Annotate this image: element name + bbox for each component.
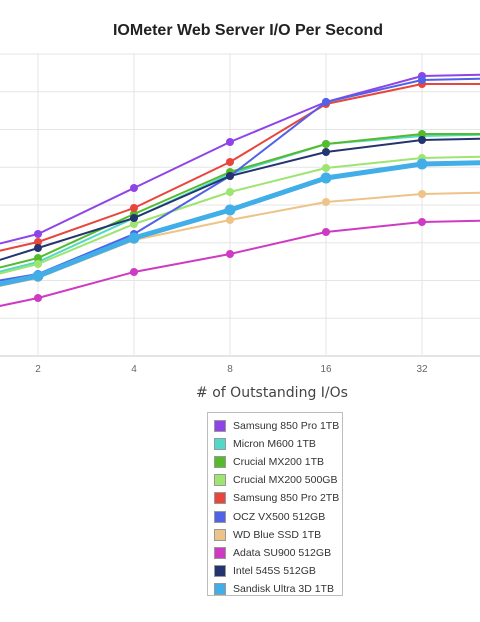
- x-tick-label: 8: [227, 364, 233, 375]
- chart-title: IOMeter Web Server I/O Per Second: [113, 22, 383, 39]
- x-tick-label: 4: [131, 364, 137, 375]
- legend-label: Adata SU900 512GB: [233, 546, 332, 559]
- data-point: [322, 98, 330, 106]
- x-tick-label: 2: [35, 364, 41, 375]
- data-point: [226, 138, 234, 146]
- data-point: [322, 148, 330, 156]
- legend-label: Crucial MX200 500GB: [233, 474, 338, 487]
- legend-item[interactable]: Samsung 850 Pro 1TB: [214, 417, 342, 435]
- x-axis-label: # of Outstanding I/Os: [196, 385, 348, 401]
- legend-label: OCZ VX500 512GB: [233, 510, 326, 523]
- data-point: [224, 204, 236, 216]
- data-point: [34, 238, 42, 246]
- data-point: [416, 158, 428, 170]
- data-point: [34, 260, 42, 268]
- data-point: [322, 140, 330, 148]
- legend-label: Micron M600 1TB: [233, 438, 316, 451]
- data-point: [34, 244, 42, 252]
- data-point: [130, 268, 138, 276]
- data-point: [34, 294, 42, 302]
- legend-swatch: [214, 546, 226, 559]
- series-crucial-mx200-500gb: [0, 154, 480, 275]
- series-layer: [0, 72, 480, 307]
- legend-swatch: [214, 492, 226, 505]
- data-point: [226, 158, 234, 166]
- legend-label: Crucial MX200 1TB: [233, 456, 325, 469]
- legend-label: Samsung 850 Pro 2TB: [233, 492, 340, 505]
- data-point: [130, 214, 138, 222]
- x-tick-labels: 2 4 8 16 32: [35, 364, 428, 375]
- legend-item[interactable]: Adata SU900 512GB: [214, 544, 342, 562]
- legend-swatch: [214, 474, 226, 487]
- data-point: [32, 270, 44, 282]
- legend-swatch: [214, 582, 226, 595]
- x-tick-label: 16: [320, 364, 332, 375]
- legend-item[interactable]: Sandisk Ultra 3D 1TB: [214, 580, 342, 598]
- data-point: [130, 184, 138, 192]
- legend: Samsung 850 Pro 1TB Micron M600 1TB Crucia…: [207, 412, 343, 596]
- series-intel-545s-512gb: [0, 136, 480, 261]
- legend-item[interactable]: Micron M600 1TB: [214, 435, 342, 453]
- legend-swatch: [214, 438, 226, 451]
- legend-item[interactable]: Intel 545S 512GB: [214, 562, 342, 580]
- data-point: [34, 230, 42, 238]
- series-ocz-vx500-512gb: [0, 76, 480, 282]
- series-adata-su900-512gb: [0, 218, 480, 307]
- data-point: [322, 228, 330, 236]
- data-point: [418, 76, 426, 84]
- series-line: [0, 219, 480, 307]
- legend-item[interactable]: Crucial MX200 500GB: [214, 471, 342, 489]
- data-point: [320, 172, 332, 184]
- data-point: [226, 188, 234, 196]
- data-point: [418, 190, 426, 198]
- legend-label: Samsung 850 Pro 1TB: [233, 420, 340, 433]
- series-line: [0, 77, 480, 282]
- legend-swatch: [214, 456, 226, 469]
- legend-label: Intel 545S 512GB: [233, 564, 316, 577]
- data-point: [418, 218, 426, 226]
- legend-swatch: [214, 564, 226, 577]
- legend-item[interactable]: WD Blue SSD 1TB: [214, 526, 342, 544]
- data-point: [130, 204, 138, 212]
- series-sandisk-ultra-3d-1tb: [0, 158, 480, 287]
- data-point: [322, 164, 330, 172]
- data-point: [226, 250, 234, 258]
- series-line: [0, 155, 480, 275]
- legend-swatch: [214, 420, 226, 433]
- data-point: [418, 130, 426, 138]
- legend-item[interactable]: OCZ VX500 512GB: [214, 507, 342, 525]
- data-point: [226, 172, 234, 180]
- data-point: [128, 232, 140, 244]
- legend-item[interactable]: Samsung 850 Pro 2TB: [214, 489, 342, 507]
- legend-label: WD Blue SSD 1TB: [233, 528, 322, 541]
- legend-swatch: [214, 510, 226, 523]
- data-point: [34, 254, 42, 262]
- data-point: [418, 136, 426, 144]
- data-point: [322, 198, 330, 206]
- data-point: [226, 216, 234, 224]
- data-point: [130, 220, 138, 228]
- x-tick-label: 32: [416, 364, 428, 375]
- legend-label: Sandisk Ultra 3D 1TB: [233, 582, 334, 595]
- legend-swatch: [214, 528, 226, 541]
- legend-item[interactable]: Crucial MX200 1TB: [214, 453, 342, 471]
